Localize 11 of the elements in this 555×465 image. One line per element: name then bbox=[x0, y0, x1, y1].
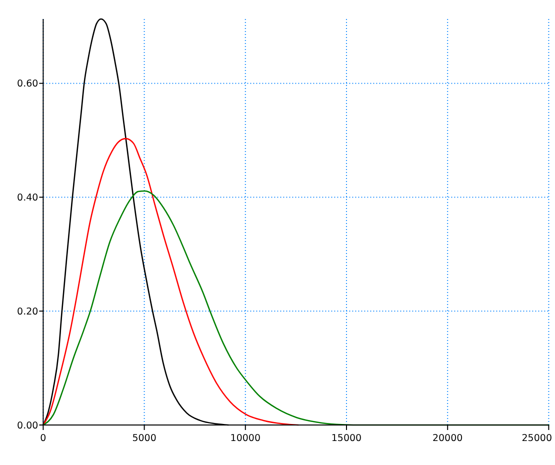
y-tick-label: 0.60 bbox=[17, 78, 38, 90]
y-tick-label: 0.00 bbox=[17, 420, 38, 432]
x-tick-label: 10000 bbox=[230, 433, 261, 444]
y-tick-label: 0.20 bbox=[17, 306, 38, 318]
x-tick-label: 0 bbox=[40, 433, 46, 444]
x-tick-label: 5000 bbox=[132, 433, 156, 444]
line-series bbox=[42, 138, 300, 426]
x-tick-label: 20000 bbox=[432, 433, 463, 444]
y-tick-label: 0.40 bbox=[17, 192, 38, 204]
x-tick-label: 15000 bbox=[331, 433, 362, 444]
x-tick-label: 25000 bbox=[522, 433, 552, 444]
